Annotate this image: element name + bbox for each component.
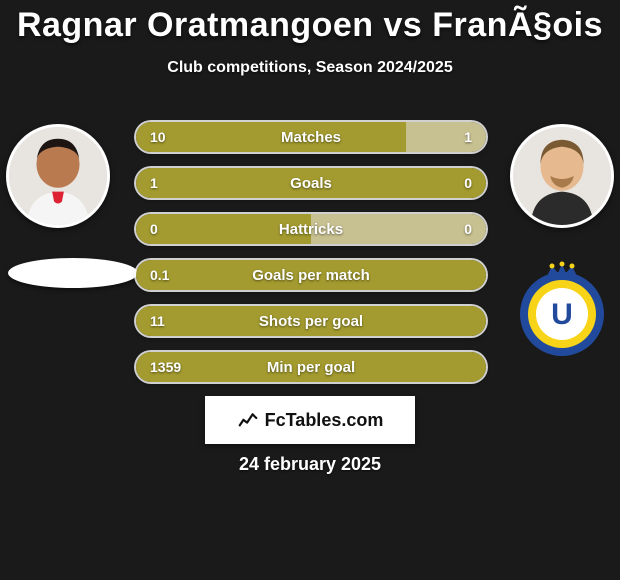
stat-seg-right — [406, 122, 487, 152]
stat-row: Matches101 — [136, 122, 486, 152]
stats-bars: Matches101 Goals10 Hattricks00 Goals per ma… — [136, 122, 486, 398]
stat-seg-left — [136, 214, 311, 244]
infographic: Ragnar Oratmangoen vs FranÃ§ois Club com… — [0, 0, 620, 580]
stat-seg-right — [311, 214, 486, 244]
brand-text: FcTables.com — [265, 410, 384, 431]
page-title: Ragnar Oratmangoen vs FranÃ§ois — [0, 6, 620, 45]
stat-seg-left — [136, 168, 486, 198]
stat-seg-left — [136, 260, 486, 290]
svg-text:U: U — [551, 298, 573, 331]
stat-seg-left — [136, 352, 486, 382]
subtitle: Club competitions, Season 2024/2025 — [0, 59, 620, 77]
club-right-badge: U — [512, 258, 612, 358]
stat-row: Shots per goal11 — [136, 306, 486, 336]
club-left-badge — [8, 258, 138, 288]
player-left-avatar — [6, 124, 110, 228]
stat-seg-left — [136, 306, 486, 336]
player-right-avatar — [510, 124, 614, 228]
stat-row: Hattricks00 — [136, 214, 486, 244]
stat-row: Goals10 — [136, 168, 486, 198]
stat-seg-left — [136, 122, 406, 152]
stat-row: Min per goal1359 — [136, 352, 486, 382]
stat-row: Goals per match0.1 — [136, 260, 486, 290]
date-text: 24 february 2025 — [0, 454, 620, 475]
chart-icon — [237, 407, 259, 434]
brand-box: FcTables.com — [205, 396, 415, 444]
